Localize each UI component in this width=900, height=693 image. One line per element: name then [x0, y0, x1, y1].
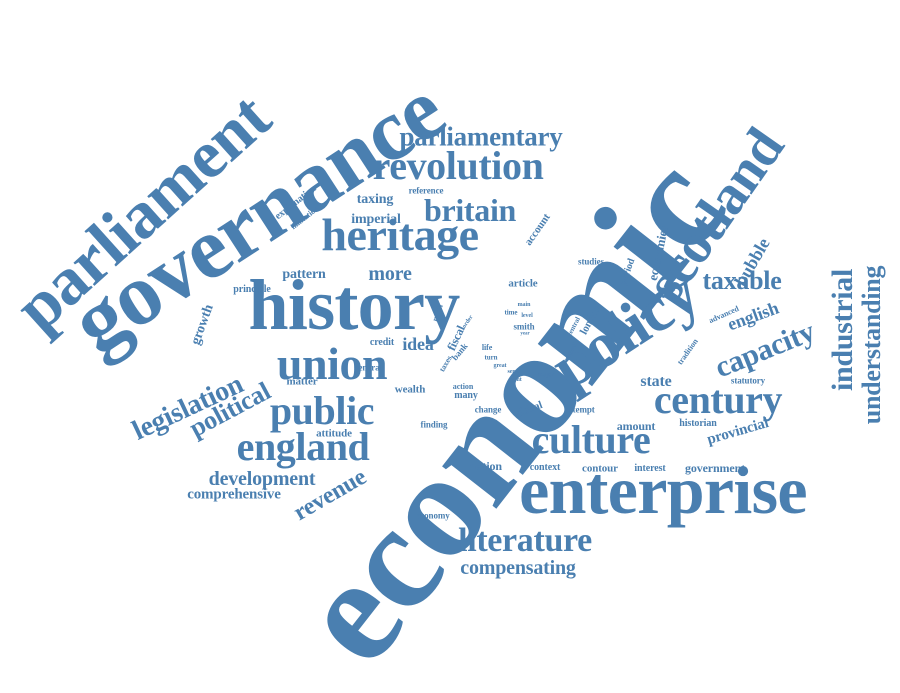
word-general: general: [354, 362, 382, 373]
word-history: history: [248, 265, 461, 345]
word-attempt: attempt: [565, 404, 595, 415]
word-major: major: [537, 370, 555, 379]
word-heritage: heritage: [321, 209, 479, 260]
word-more: more: [368, 263, 412, 285]
word-context: context: [529, 462, 561, 473]
word-public: public: [269, 388, 375, 433]
word-change: change: [474, 404, 502, 415]
word-taxable: taxable: [702, 266, 782, 295]
word-smith: smith: [513, 321, 535, 332]
word-main: main: [517, 302, 531, 308]
word-taxing: taxing: [356, 192, 394, 207]
word-comprehensive: comprehensive: [187, 486, 281, 503]
word-statutory: statutory: [730, 375, 766, 386]
word-cloud: economic governance parliament history e…: [0, 61, 886, 693]
word-sense: sense: [507, 369, 521, 375]
word-tradition: tradition: [675, 337, 700, 367]
word-economy: economy: [416, 510, 450, 521]
word-enterprise: enterprise: [519, 452, 807, 528]
word-development: development: [208, 468, 316, 490]
word-time: time: [504, 308, 518, 317]
word-england: england: [236, 424, 370, 469]
word-historian: historian: [679, 418, 717, 429]
word-contour: contour: [582, 462, 618, 475]
word-pattern: pattern: [282, 267, 326, 282]
word-interest: interest: [634, 463, 666, 474]
word-government: government: [684, 461, 746, 475]
word-parliamentary: parliamentary: [399, 121, 563, 152]
word-literature: literature: [458, 522, 592, 559]
word-understanding: understanding: [857, 265, 886, 425]
word-industrial: industrial: [826, 268, 859, 392]
word-wealth: wealth: [394, 383, 426, 396]
word-finding: finding: [420, 419, 448, 430]
word-amount: amount: [616, 419, 656, 433]
word-revolution: revolution: [372, 143, 544, 188]
word-turn: turn: [484, 353, 498, 362]
word-reference: reference: [408, 185, 444, 196]
word-idea: idea: [402, 334, 434, 354]
word-credit: credit: [369, 337, 395, 348]
word-action: action: [452, 382, 474, 391]
word-studies: studies: [578, 256, 604, 267]
word-union: union: [276, 338, 388, 389]
word-article: article: [508, 277, 538, 290]
word-principle: principle: [233, 284, 271, 295]
word-attitude: attitude: [316, 427, 352, 440]
word-event: event: [508, 377, 522, 383]
word-level: level: [521, 313, 533, 319]
word-many: many: [454, 390, 478, 401]
word-imperial: imperial: [351, 212, 401, 227]
word-matter: matter: [286, 375, 318, 388]
word-capacity: capacity: [710, 314, 820, 385]
word-great: great: [493, 363, 507, 369]
word-life: life: [481, 343, 493, 352]
word-culture: culture: [531, 417, 651, 462]
word-nation: nation: [470, 459, 502, 473]
word-state: state: [640, 373, 672, 390]
word-year: year: [520, 331, 530, 337]
word-century: century: [653, 377, 783, 422]
word-compensating: compensating: [460, 557, 576, 579]
word-britain: britain: [424, 192, 516, 228]
